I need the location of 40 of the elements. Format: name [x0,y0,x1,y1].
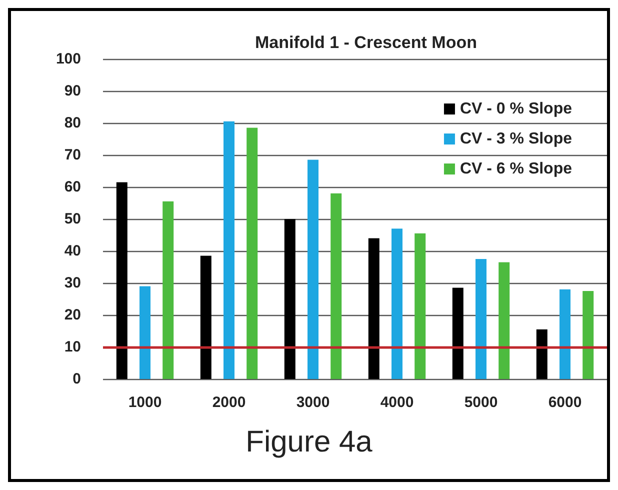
bar [284,219,296,379]
chart-title: Manifold 1 - Crescent Moon [255,33,477,52]
bar [116,182,128,379]
x-tick-label: 2000 [212,394,246,411]
x-tick-label: 5000 [464,394,498,411]
legend-label: CV - 3 % Slope [460,130,572,148]
x-tick-label: 3000 [296,394,330,411]
y-tick-label: 50 [64,210,81,228]
y-tick-label: 80 [64,114,81,132]
bar [308,160,318,379]
y-tick-label: 40 [64,242,81,260]
bar [498,262,510,379]
bar [200,256,212,379]
bar [582,291,594,379]
legend-label: CV - 6 % Slope [460,160,572,178]
bar [560,289,570,379]
bar [392,228,402,379]
y-tick-label: 70 [64,146,81,164]
y-tick-label: 20 [64,306,81,324]
y-tick-label: 10 [64,338,81,356]
bar [452,288,464,379]
bar [368,238,380,379]
y-tick-label: 30 [64,274,81,292]
bar [224,121,234,379]
x-tick-label: 1000 [128,394,162,411]
bar [536,329,548,379]
y-tick-label: 90 [64,82,81,100]
bar [476,259,486,379]
legend-label: CV - 0 % Slope [460,100,572,118]
y-tick-label: 60 [64,178,81,196]
y-tick-label: 0 [72,370,81,388]
bar [330,193,342,379]
bar [246,128,258,379]
bar [162,201,174,379]
bar [140,286,150,379]
caption: Figure 4a [246,426,373,458]
y-tick-label: 100 [56,50,81,68]
bar [414,233,426,379]
x-tick-label: 6000 [548,394,582,411]
x-tick-label: 4000 [380,394,414,411]
